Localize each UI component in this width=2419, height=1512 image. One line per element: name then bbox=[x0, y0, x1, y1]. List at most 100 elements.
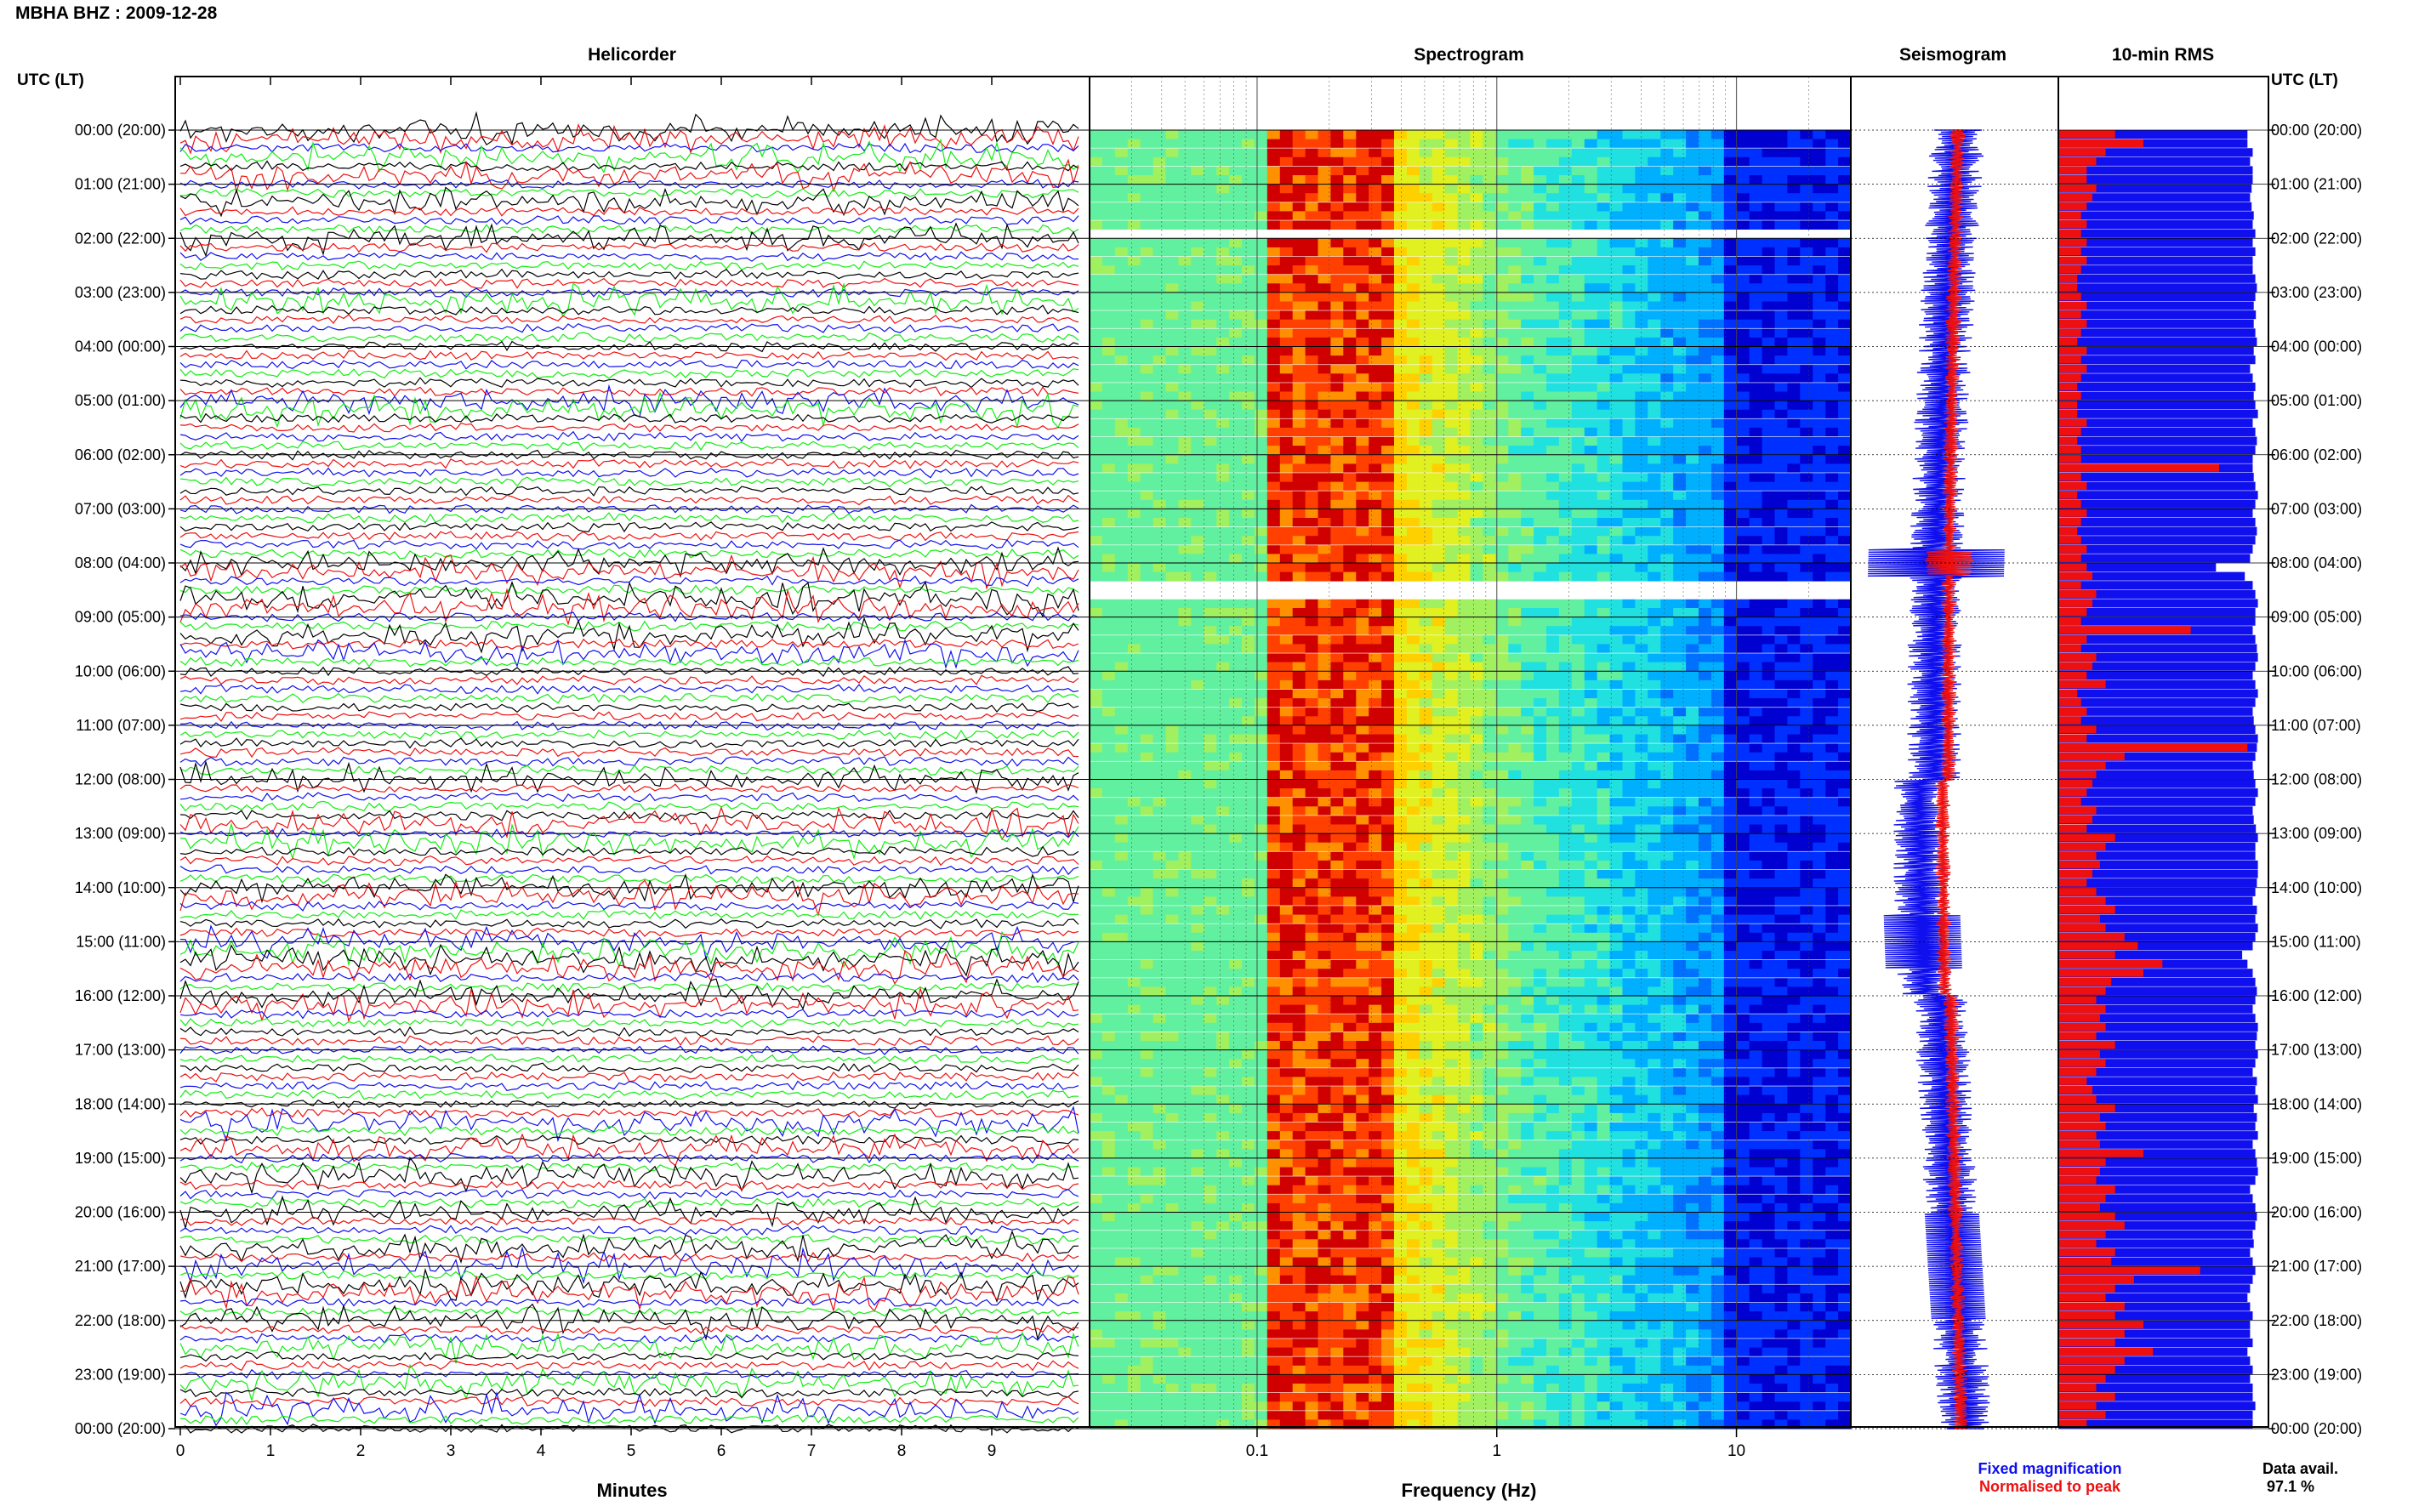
spectrogram-cell bbox=[1318, 355, 1331, 366]
spectrogram-cell bbox=[1495, 842, 1509, 852]
spectrogram-cell bbox=[1609, 256, 1624, 266]
spectrogram-cell bbox=[1431, 364, 1446, 374]
spectrogram-cell bbox=[1419, 463, 1433, 474]
helicorder-trace bbox=[179, 1387, 1079, 1399]
spectrogram-cell bbox=[1419, 536, 1433, 546]
spectrogram-cell bbox=[1266, 842, 1281, 852]
spectrogram-cell bbox=[1216, 175, 1230, 185]
spectrogram-cell bbox=[1114, 148, 1129, 158]
spectrogram-cell bbox=[1774, 563, 1788, 572]
spectrogram-cell bbox=[1736, 220, 1750, 230]
spectrogram-cell bbox=[1749, 698, 1763, 708]
spectrogram-cell bbox=[1584, 401, 1598, 411]
spectrogram-cell bbox=[1394, 491, 1408, 501]
spectrogram-cell bbox=[1444, 328, 1459, 338]
spectrogram-cell bbox=[1787, 211, 1801, 221]
spectrogram-cell bbox=[1508, 644, 1522, 654]
spectrogram-cell bbox=[1686, 481, 1699, 492]
spectrogram-cell bbox=[1609, 247, 1624, 257]
spectrogram-cell bbox=[1546, 328, 1560, 338]
spectrogram-cell bbox=[1101, 770, 1116, 780]
spectrogram-cell bbox=[1343, 634, 1357, 645]
spectrogram-cell bbox=[1635, 779, 1648, 789]
spectrogram-cell bbox=[1686, 653, 1699, 662]
helicorder-trace bbox=[179, 531, 1079, 542]
spectrogram-cell bbox=[1242, 770, 1255, 780]
spectrogram-cell bbox=[1406, 310, 1420, 321]
spectrogram-cell bbox=[1521, 689, 1534, 699]
spectrogram-cell bbox=[1457, 436, 1471, 446]
spectrogram-cell bbox=[1140, 779, 1154, 789]
spectrogram-cell bbox=[1710, 734, 1725, 744]
spectrogram-cell bbox=[1266, 544, 1281, 554]
spectrogram-cell bbox=[1686, 364, 1699, 374]
helicorder-trace bbox=[179, 138, 1079, 173]
spectrogram-cell bbox=[1140, 401, 1154, 411]
spectrogram-cell bbox=[1266, 211, 1281, 221]
spectrogram-cell bbox=[1140, 454, 1154, 464]
spectrogram-cell bbox=[1736, 202, 1750, 212]
spectrogram-cell bbox=[1101, 409, 1116, 419]
spectrogram-cell bbox=[1406, 653, 1420, 662]
spectrogram-cell bbox=[1673, 391, 1687, 401]
spectrogram-cell bbox=[1444, 563, 1459, 572]
spectrogram-cell bbox=[1699, 148, 1712, 158]
spectrogram-cell bbox=[1609, 707, 1624, 717]
spectrogram-cell bbox=[1710, 544, 1725, 554]
spectrogram-cell bbox=[1508, 626, 1522, 636]
spectrogram-cell bbox=[1153, 247, 1167, 257]
spectrogram-cell bbox=[1800, 274, 1813, 284]
spectrogram-cell bbox=[1305, 509, 1319, 519]
spectrogram-cell bbox=[1825, 779, 1839, 789]
spectrogram-cell bbox=[1673, 148, 1687, 158]
spectrogram-cell bbox=[1127, 382, 1141, 392]
spectrogram-cell bbox=[1406, 662, 1420, 672]
spectrogram-cell bbox=[1305, 346, 1319, 356]
spectrogram-cell bbox=[1774, 626, 1788, 636]
spectrogram-cell bbox=[1178, 571, 1192, 582]
spectrogram-cell bbox=[1292, 481, 1306, 492]
spectrogram-cell bbox=[1635, 599, 1648, 609]
spectrogram-cell bbox=[1254, 617, 1268, 627]
spectrogram-cell bbox=[1838, 427, 1852, 437]
spectrogram-cell bbox=[1584, 409, 1598, 419]
spectrogram-cell bbox=[1521, 554, 1534, 564]
spectrogram-cell bbox=[1660, 716, 1674, 726]
spectrogram-cell bbox=[1457, 256, 1471, 266]
spectrogram-cell bbox=[1622, 499, 1636, 509]
spectrogram-cell bbox=[1292, 238, 1306, 248]
spectrogram-cell bbox=[1546, 761, 1560, 771]
spectrogram-cell bbox=[1787, 563, 1801, 572]
spectrogram-cell bbox=[1558, 770, 1573, 780]
spectrogram-cell bbox=[1101, 463, 1116, 474]
spectrogram-cell bbox=[1723, 797, 1738, 807]
spectrogram-cell bbox=[1242, 608, 1255, 617]
spectrogram-cell bbox=[1800, 211, 1813, 221]
spectrogram-cell bbox=[1495, 418, 1509, 429]
spectrogram-cell bbox=[1318, 526, 1331, 537]
spectrogram-cell bbox=[1546, 301, 1560, 311]
spectrogram-cell bbox=[1774, 860, 1788, 870]
spectrogram-cell bbox=[1406, 815, 1420, 825]
spectrogram-cell bbox=[1470, 156, 1483, 167]
spectrogram-cell bbox=[1483, 418, 1496, 429]
spectrogram-cell bbox=[1736, 238, 1750, 248]
spectrogram-cell bbox=[1699, 202, 1712, 212]
spectrogram-cell bbox=[1648, 220, 1661, 230]
spectrogram-cell bbox=[1571, 274, 1585, 284]
spectrogram-cell bbox=[1660, 346, 1674, 356]
spectrogram-cell bbox=[1521, 130, 1534, 139]
spectrogram-cell bbox=[1483, 364, 1496, 374]
spectrogram-cell bbox=[1292, 851, 1306, 861]
spectrogram-cell bbox=[1153, 644, 1167, 654]
spectrogram-cell bbox=[1114, 554, 1129, 564]
spectrogram-cell bbox=[1723, 679, 1738, 690]
spectrogram-cell bbox=[1114, 139, 1129, 149]
spectrogram-cell bbox=[1673, 166, 1687, 176]
spectrogram-cell bbox=[1723, 563, 1738, 572]
spectrogram-cell bbox=[1483, 346, 1496, 356]
spectrogram-cell bbox=[1710, 373, 1725, 384]
spectrogram-cell bbox=[1609, 752, 1624, 762]
spectrogram-cell bbox=[1546, 175, 1560, 185]
spectrogram-cell bbox=[1825, 788, 1839, 799]
